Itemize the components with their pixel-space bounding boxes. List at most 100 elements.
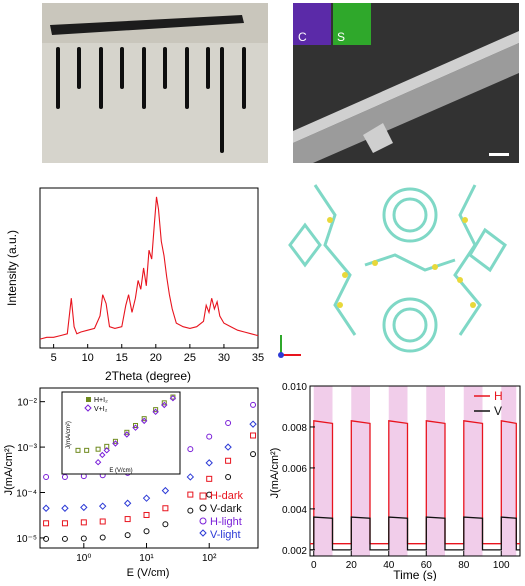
sulfur-atoms [327,217,476,308]
ruler-photo-svg [42,3,268,163]
inset-point-v [169,394,177,402]
jv-point-v-dark [99,534,106,541]
ruler-ticks [56,47,246,153]
inset-point-h [95,446,101,452]
jv-series-group [42,401,257,542]
jt-xtick-label: 80 [458,560,470,571]
jt-xtick-label: 100 [493,560,510,571]
crystal-photo [42,3,268,163]
xrd-xtick-label: 10 [82,352,94,364]
axis-triad [278,335,301,358]
jv-point-v-dark [61,535,68,542]
jv-point-v-light [249,420,257,428]
legend-h-dark: H-dark [210,490,244,502]
jt-xtick-label: 20 [346,560,358,571]
jv-point-v-dark [187,507,194,514]
jv-point-h-dark [225,457,232,464]
jv-point-v-dark [225,473,232,480]
inset-point-h [161,400,167,406]
jv-point-h-dark [43,520,50,527]
inset-point-h [153,407,159,413]
jv-point-h-dark [124,516,131,523]
jv-svg: 10⁻⁵ 10⁻⁴ 10⁻³ 10⁻² 10⁰ 10¹ 10² H+I₂ V+I₂ E (… [3,387,259,579]
inset-legend-marker-v [84,404,92,412]
jt-series-h [310,420,520,545]
legend-marker-v-dark [199,504,207,512]
jv-point-v-light [142,494,151,502]
inset-point-v [161,401,168,409]
legend-v-dark: V-dark [210,503,242,515]
inset-point-v [152,408,159,416]
jt-series-group [310,420,520,551]
light-on-band [388,386,408,556]
xrd-xtick-label: 25 [184,352,196,364]
jv-point-v-light [186,473,195,481]
sem-crystal [293,43,519,163]
light-on-band [463,386,483,556]
jv-frame [39,387,259,549]
xrd-xtick-label: 5 [51,352,57,364]
inset-point-h [124,429,130,435]
jv-point-h-dark [187,491,194,498]
jt-legend: H V [474,389,503,418]
jv-y-ticks: 10⁻⁵ 10⁻⁴ 10⁻³ 10⁻² [16,398,45,545]
jt-xtick-label: 60 [421,560,433,571]
legend-h: H [494,389,503,403]
crystal-rod [50,15,244,35]
jt-light-intervals [313,386,517,556]
jv-point-v-light [42,504,50,512]
jv-legend: H-dark V-dark H-light V-light [199,490,244,541]
jt-ytick-label: 0.008 [282,423,307,434]
jv-point-h-dark [250,432,257,439]
jv-point-v-light [61,504,69,512]
jv-point-v-dark [162,521,169,528]
sulfur-map [333,3,371,45]
jv-point-h-light [61,473,68,480]
xrd-series-line [39,196,259,340]
inset-point-h [133,422,139,428]
legend-marker-h-light [199,517,207,525]
jv-ytick-label: 10⁻³ [17,443,37,454]
jv-point-h-light [206,433,213,440]
jt-ytick-label: 0.004 [282,505,307,516]
jv-xtick-label: 10¹ [139,553,154,564]
carbon-map-label: C [298,30,307,44]
sulfur-map-label: S [337,30,345,44]
jv-point-h-dark [61,520,68,527]
jv-point-h-dark [143,511,150,518]
inset-ylabel: J(mA/cm²) [66,421,72,449]
inset-point-h [141,416,147,422]
jv-point-v-dark [206,491,213,498]
inset-legend-marker-h [86,397,91,402]
jt-ytick-label: 0.010 [282,382,307,393]
jt-frame [309,385,521,557]
jv-xlabel: E (V/cm) [127,567,170,579]
jv-point-v-dark [80,535,87,542]
jv-point-v-light [205,459,213,467]
jt-svg: 0.002 0.004 0.006 0.008 0.010 0 20 40 60 80 100 H… [269,382,521,582]
jt-ylabel: J(mA/cm²) [269,448,281,499]
jv-point-v-light [224,443,232,451]
xrd-ylabel: Intensity (a.u.) [5,230,19,306]
jv-point-v-dark [143,528,150,535]
legend-h-light: H-light [210,516,242,528]
jv-point-h-light [187,446,194,453]
jt-ytick-label: 0.002 [282,546,307,557]
inset-point-v [140,417,148,425]
jt-chart: 0.002 0.004 0.006 0.008 0.010 0 20 40 60 80 100 H… [268,378,525,582]
jt-series-v [310,516,520,551]
inset-legend-v: V+I₂ [94,406,108,413]
inset-point-h [112,438,118,444]
jv-point-h-dark [80,519,87,526]
legend-v-light: V-light [210,529,241,541]
jv-point-h-light [250,401,257,408]
inset-point-h [84,447,90,453]
legend-marker-h-dark [199,492,207,500]
crystal-svg [278,184,507,358]
jv-point-v-dark [43,535,50,542]
jv-point-v-light [123,499,132,507]
legend-marker-v-light [199,529,207,537]
carbon-map [293,3,331,45]
light-on-band [351,386,370,556]
jv-ytick-label: 10⁻⁵ [16,534,37,545]
